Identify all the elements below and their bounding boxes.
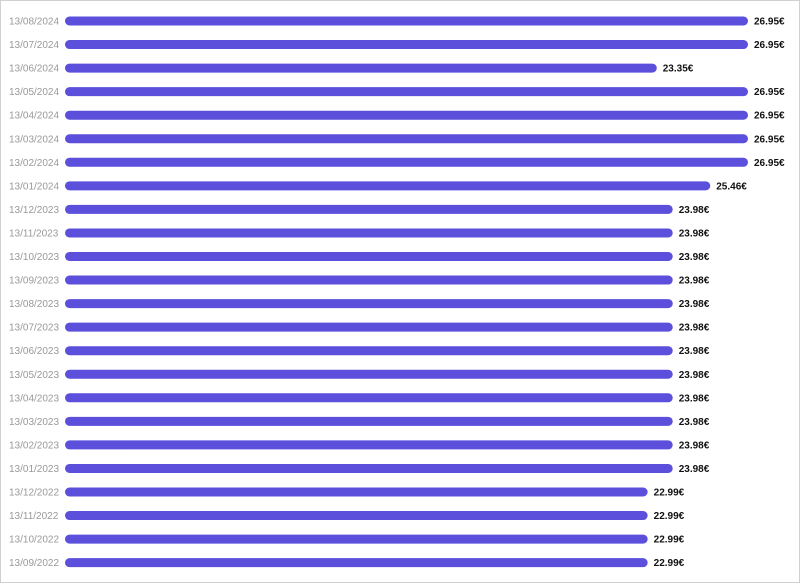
bar (65, 511, 648, 521)
category-label: 13/11/2023 (9, 228, 59, 239)
category-label: 13/06/2024 (9, 64, 59, 75)
bar (65, 63, 657, 73)
bar (65, 181, 711, 191)
value-label: 26.95€ (754, 40, 785, 51)
category-label: 13/05/2024 (9, 87, 59, 98)
value-label: 23.98€ (679, 228, 710, 239)
category-label: 13/08/2024 (9, 17, 59, 28)
bar-row: 13/04/2023 23.98€ (9, 393, 710, 404)
bar-row: 13/09/2022 22.99€ (9, 558, 685, 569)
bar (65, 275, 673, 285)
value-label: 26.95€ (754, 87, 785, 98)
category-label: 13/09/2022 (9, 558, 59, 569)
bar (65, 299, 673, 309)
value-label: 25.46€ (716, 181, 747, 192)
category-label: 13/12/2023 (9, 205, 59, 216)
category-label: 13/01/2024 (9, 181, 59, 192)
bar (65, 393, 673, 403)
bar-row: 13/10/2022 22.99€ (9, 534, 685, 546)
bar (65, 40, 748, 50)
value-label: 23.98€ (679, 276, 710, 287)
bar (65, 487, 648, 497)
category-label: 13/05/2023 (9, 370, 59, 381)
category-label: 13/04/2023 (9, 393, 59, 404)
bar (65, 558, 648, 568)
bar-row: 13/12/2022 22.99€ (9, 487, 685, 499)
bar (65, 463, 673, 473)
value-label: 23.98€ (679, 464, 710, 475)
value-label: 23.98€ (679, 205, 710, 216)
bar-row: 13/07/2023 23.98€ (9, 322, 710, 334)
value-label: 26.95€ (754, 17, 785, 28)
bar (65, 369, 673, 379)
bar-row: 13/08/2023 23.98€ (9, 299, 710, 310)
bar-row: 13/04/2024 26.95€ (9, 110, 785, 122)
value-label: 23.98€ (679, 440, 710, 451)
value-label: 23.35€ (663, 64, 694, 75)
value-label: 23.98€ (679, 393, 710, 404)
bar (65, 252, 673, 261)
category-label: 13/12/2022 (9, 488, 59, 499)
bar (65, 16, 748, 26)
value-label: 22.99€ (654, 488, 685, 499)
category-label: 13/04/2024 (9, 111, 59, 122)
bar-row: 13/06/2023 23.98€ (9, 346, 710, 357)
bar-row: 13/02/2024 26.95€ (9, 157, 785, 169)
bar-row: 13/12/2023 23.98€ (9, 204, 710, 216)
bar (65, 416, 673, 426)
value-label: 23.98€ (679, 252, 710, 263)
bar-row: 13/09/2023 23.98€ (9, 275, 710, 287)
bar (65, 440, 673, 450)
bar-row: 13/05/2023 23.98€ (9, 369, 710, 381)
value-label: 23.98€ (679, 323, 710, 334)
bar-row: 13/03/2024 26.95€ (9, 134, 785, 145)
category-label: 13/07/2024 (9, 40, 59, 51)
bar-row: 13/10/2023 23.98€ (9, 252, 710, 263)
category-label: 13/06/2023 (9, 346, 59, 357)
bar (65, 534, 648, 544)
value-label: 23.98€ (679, 370, 710, 381)
bar-row: 13/11/2022 22.99€ (9, 511, 685, 522)
value-label: 23.98€ (679, 417, 710, 428)
category-label: 13/01/2023 (9, 464, 59, 475)
bar-row: 13/05/2024 26.95€ (9, 87, 785, 98)
bar (65, 87, 748, 97)
category-label: 13/03/2023 (9, 417, 59, 428)
value-label: 26.95€ (754, 134, 785, 145)
bar-row: 13/11/2023 23.98€ (9, 228, 710, 239)
category-label: 13/11/2022 (9, 511, 59, 522)
bar-row: 13/01/2023 23.98€ (9, 463, 710, 475)
category-label: 13/10/2023 (9, 252, 59, 263)
bar (65, 228, 673, 238)
category-label: 13/02/2023 (9, 440, 59, 451)
bar-row: 13/08/2024 26.95€ (9, 16, 785, 28)
value-label: 26.95€ (754, 158, 785, 169)
value-label: 22.99€ (654, 535, 685, 546)
category-label: 13/02/2024 (9, 158, 59, 169)
value-label: 23.98€ (679, 299, 710, 310)
bar (65, 110, 748, 120)
bar (65, 134, 748, 144)
bar-row: 13/07/2024 26.95€ (9, 40, 785, 51)
value-label: 22.99€ (654, 511, 685, 522)
bar (65, 204, 673, 214)
category-label: 13/09/2023 (9, 276, 59, 287)
bar-row: 13/03/2023 23.98€ (9, 416, 710, 428)
category-label: 13/07/2023 (9, 323, 59, 334)
bar (65, 346, 673, 356)
value-label: 26.95€ (754, 111, 785, 122)
category-label: 13/08/2023 (9, 299, 59, 310)
bar-row: 13/06/2024 23.35€ (9, 63, 694, 75)
bar-row: 13/02/2023 23.98€ (9, 440, 710, 451)
category-label: 13/10/2022 (9, 535, 59, 546)
category-label: 13/03/2024 (9, 134, 59, 145)
bar (65, 322, 673, 332)
value-label: 22.99€ (654, 558, 685, 569)
bar-row: 13/01/2024 25.46€ (9, 181, 747, 192)
bar (65, 157, 748, 167)
value-label: 23.98€ (679, 346, 710, 357)
